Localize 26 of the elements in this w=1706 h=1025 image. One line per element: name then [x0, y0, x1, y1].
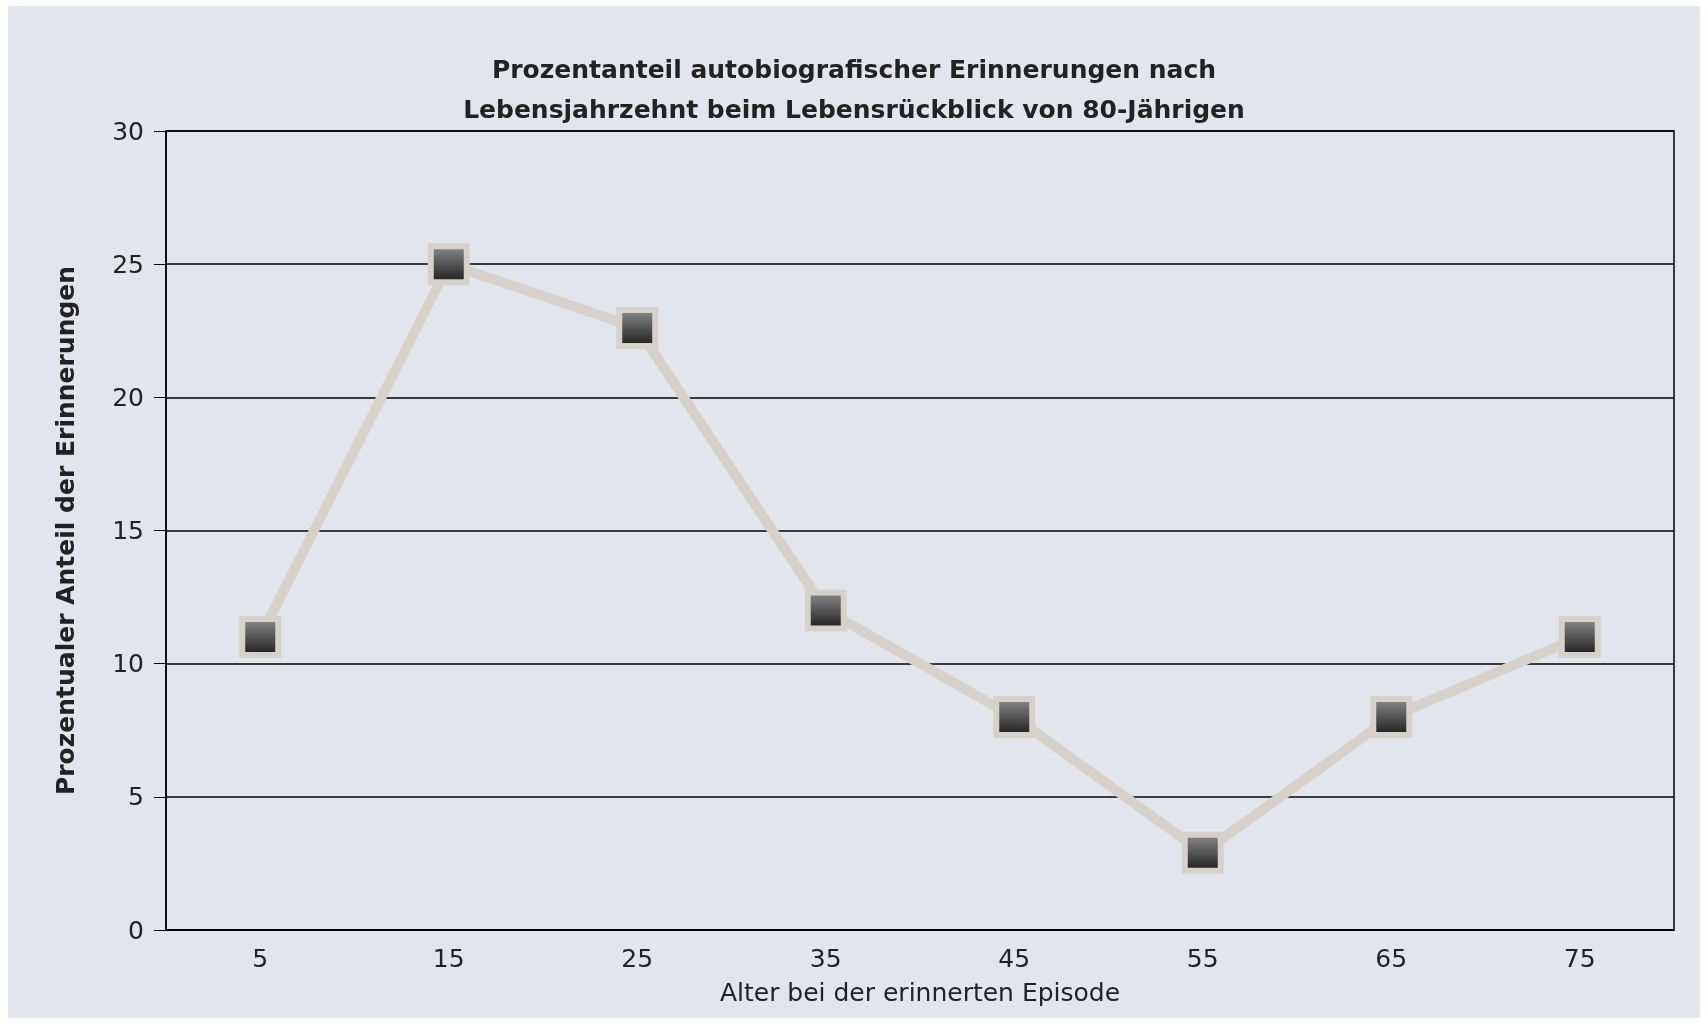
y-tick-label: 0 — [128, 915, 144, 945]
y-tick-label: 30 — [112, 116, 144, 146]
y-tick-label: 5 — [128, 782, 144, 812]
point — [1558, 616, 1601, 659]
x-tick-label: 75 — [1563, 944, 1596, 973]
y-axis-title: Prozentualer Anteil der Erinnerungen — [51, 265, 80, 796]
x-tick-label: 45 — [998, 944, 1031, 973]
chart-title: Prozentanteil autobiografischer Erinnerungen nach Lebensjahrzehnt beim Lebensrückblick von 80-Jährigen — [463, 54, 1245, 124]
x-tick-label: 25 — [621, 944, 654, 973]
y-tick-label: 25 — [112, 249, 144, 279]
x-tick-label: 15 — [432, 944, 465, 973]
point — [993, 695, 1036, 738]
point — [804, 589, 847, 632]
point — [239, 616, 282, 659]
x-tick-label: 35 — [809, 944, 842, 973]
y-tick-label: 15 — [112, 516, 144, 545]
x-tick-label: 5 — [252, 944, 269, 973]
point — [1370, 695, 1413, 738]
y-tick-label: 10 — [112, 649, 144, 679]
x-axis-title: Alter bei der erinnerten Episode — [719, 978, 1121, 1007]
x-tick-label: 55 — [1186, 944, 1219, 973]
point — [1181, 831, 1224, 874]
x-tick-label: 65 — [1375, 944, 1408, 973]
point — [616, 307, 659, 350]
y-tick-label: 20 — [112, 382, 144, 412]
point — [427, 243, 470, 286]
